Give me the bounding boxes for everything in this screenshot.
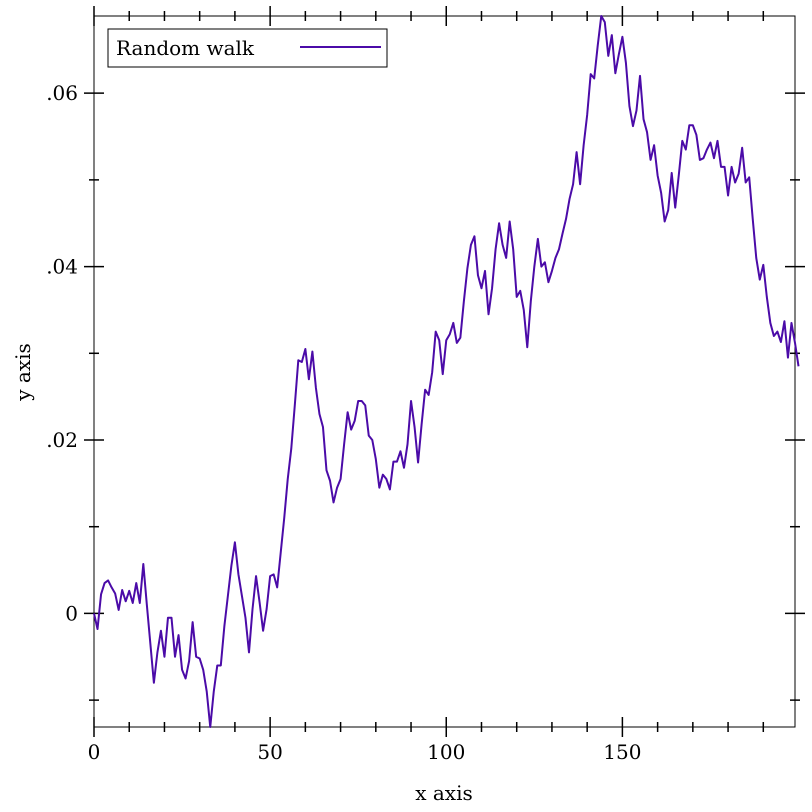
x-tick-label: 50 [257, 740, 282, 764]
x-tick-label: 0 [88, 740, 101, 764]
axis-tick-labels: 0 50 100 150 0 .02 .04 .06 [46, 81, 641, 764]
y-tick-label: .02 [46, 428, 78, 452]
y-tick-label: 0 [65, 601, 78, 625]
x-tick-label: 150 [603, 740, 641, 764]
y-axis-label: y axis [11, 343, 35, 402]
legend: Random walk [107, 28, 388, 68]
y-tick-label: .04 [46, 255, 78, 279]
x-tick-label: 100 [427, 740, 465, 764]
x-axis-label: x axis [415, 781, 473, 805]
axis-ticks [84, 6, 805, 737]
legend-label: Random walk [116, 36, 255, 60]
y-tick-label: .06 [46, 81, 78, 105]
random-walk-series-line [93, 15, 800, 728]
plot-area-frame [93, 15, 796, 728]
